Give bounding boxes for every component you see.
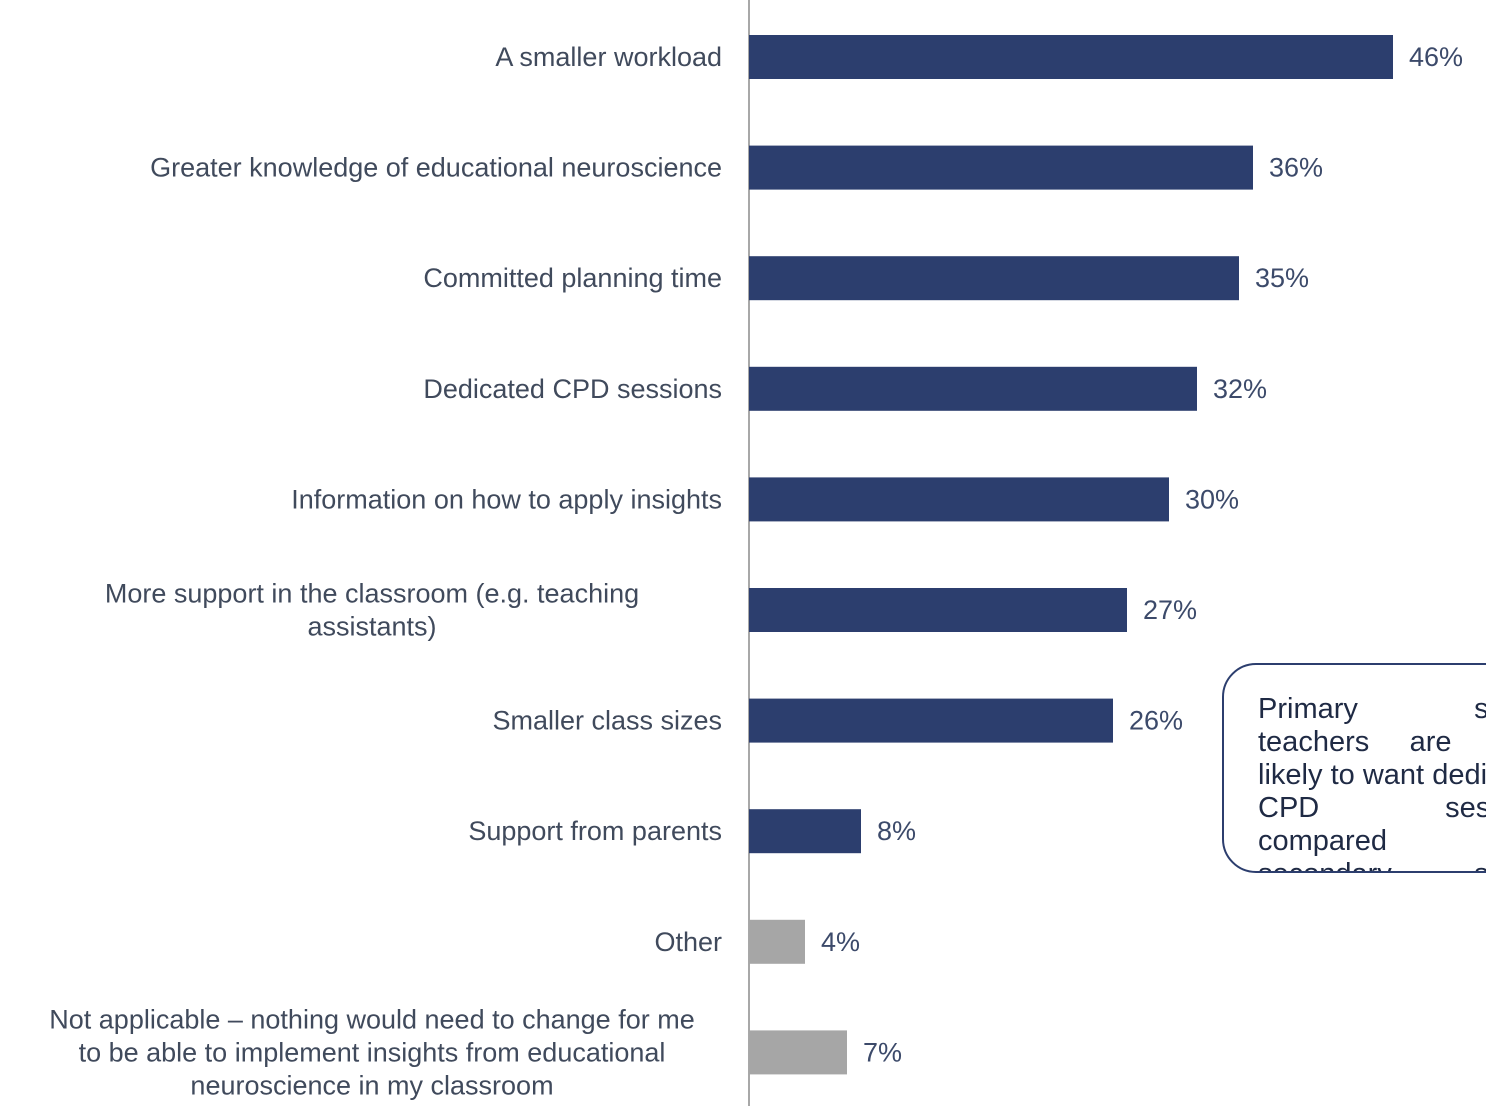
category-label-2: Committed planning time <box>423 263 722 293</box>
value-label-2: 35% <box>1255 263 1309 293</box>
category-label-line: Dedicated CPD sessions <box>423 374 722 404</box>
value-label-7: 8% <box>877 816 916 846</box>
category-label-line: to be able to implement insights from ed… <box>79 1037 666 1067</box>
bar-5 <box>749 588 1127 632</box>
category-label-line: neuroscience in my classroom <box>190 1070 553 1100</box>
bars-group: 46% A smaller workload 36% Greater knowledg… <box>49 35 1463 1100</box>
category-label-3: Dedicated CPD sessions <box>423 374 722 404</box>
category-label-line: Support from parents <box>468 816 722 846</box>
bar-6 <box>749 698 1113 743</box>
category-label-line: Greater knowledge of educational neurosc… <box>150 153 722 183</box>
value-label-1: 36% <box>1269 153 1323 183</box>
category-label-line: Smaller class sizes <box>492 706 722 736</box>
category-label-line: More support in the classroom (e.g. teac… <box>105 579 639 609</box>
value-label-3: 32% <box>1213 374 1267 404</box>
category-label-line: Not applicable – nothing would need to c… <box>49 1004 694 1034</box>
value-label-5: 27% <box>1143 595 1197 625</box>
category-label-line: A smaller workload <box>495 42 722 72</box>
bar-0 <box>749 35 1393 79</box>
category-label-7: Support from parents <box>468 816 722 846</box>
category-label-line: Committed planning time <box>423 263 722 293</box>
bar-3 <box>749 366 1197 411</box>
category-label-1: Greater knowledge of educational neurosc… <box>150 153 722 183</box>
category-label-line: assistants) <box>307 612 436 642</box>
bar-9 <box>749 1030 847 1075</box>
category-label-line: Information on how to apply insights <box>291 484 722 514</box>
bar-4 <box>749 477 1169 522</box>
category-label-8: Other <box>654 927 722 957</box>
category-label-6: Smaller class sizes <box>492 706 722 736</box>
value-label-0: 46% <box>1409 42 1463 72</box>
bar-1 <box>749 145 1253 190</box>
callout-box: Primary school teachers are more likely … <box>1222 663 1486 873</box>
category-label-0: A smaller workload <box>495 42 722 72</box>
category-label-4: Information on how to apply insights <box>291 484 722 514</box>
category-label-line: Other <box>654 927 722 957</box>
value-label-8: 4% <box>821 927 860 957</box>
category-label-5: More support in the classroom (e.g. teac… <box>105 579 639 642</box>
category-label-9: Not applicable – nothing would need to c… <box>49 1004 694 1100</box>
value-label-9: 7% <box>863 1037 902 1067</box>
bar-8 <box>749 919 805 964</box>
value-label-4: 30% <box>1185 484 1239 514</box>
value-label-6: 26% <box>1129 706 1183 736</box>
callout-text: Primary school teachers are more likely … <box>1258 693 1486 871</box>
bar-2 <box>749 256 1239 301</box>
bar-7 <box>749 809 861 854</box>
